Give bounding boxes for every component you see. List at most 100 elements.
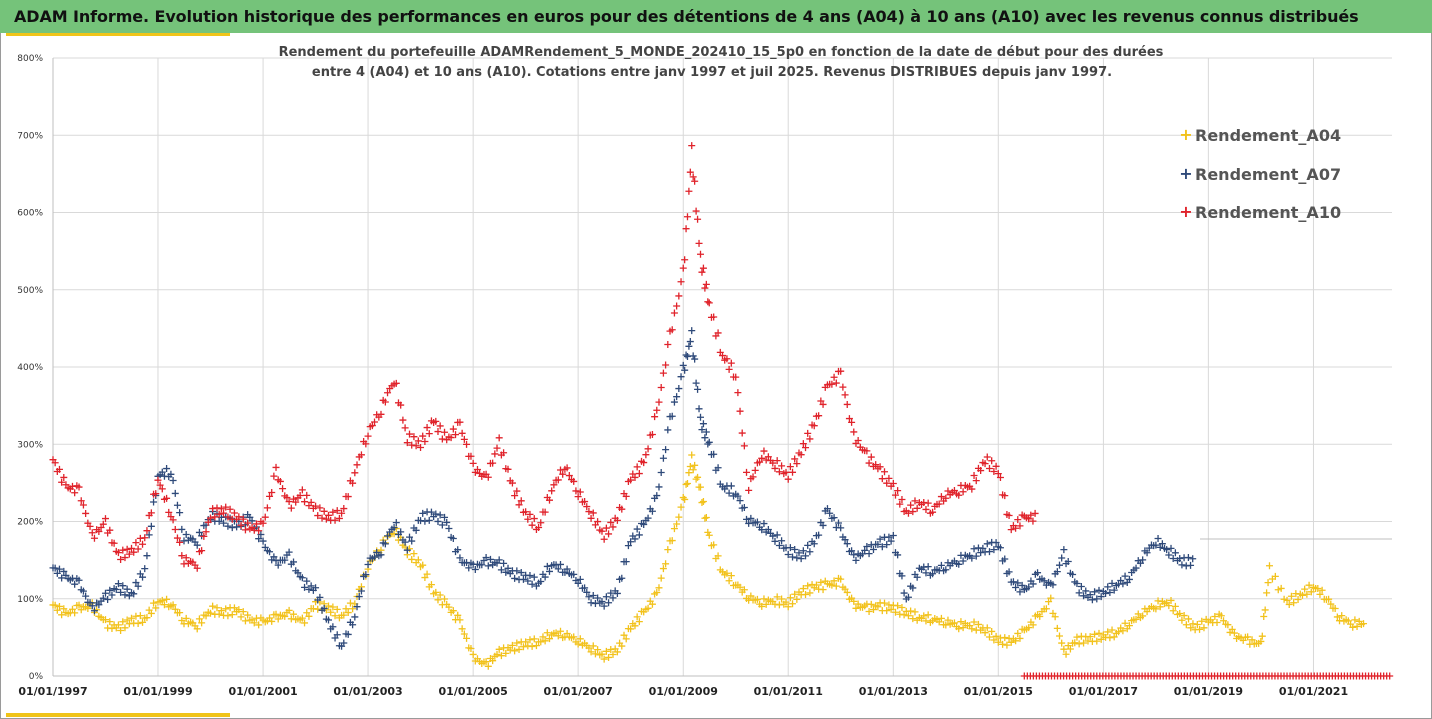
- legend-label-a10: Rendement_A10: [1195, 203, 1341, 222]
- point-rendement-a07: [427, 508, 435, 516]
- point-rendement-a07: [673, 393, 681, 401]
- point-rendement-a10: [198, 547, 206, 555]
- point-rendement-a10: [329, 508, 337, 516]
- point-rendement-a04: [887, 605, 895, 613]
- point-rendement-a10: [119, 546, 127, 554]
- point-rendement-a04: [1080, 639, 1088, 647]
- point-rendement-a07: [1086, 591, 1094, 599]
- point-rendement-a04: [134, 619, 142, 627]
- point-rendement-a04: [817, 578, 825, 586]
- point-rendement-a04: [502, 649, 510, 657]
- point-rendement-a04: [992, 632, 1000, 640]
- point-rendement-a07: [112, 585, 120, 593]
- point-rendement-a10: [134, 545, 142, 553]
- point-rendement-a10: [272, 463, 280, 471]
- point-rendement-a10: [493, 444, 501, 452]
- point-rendement-a10: [682, 225, 690, 233]
- chart-title-line-1: Rendement du portefeuille ADAMRendement_…: [279, 45, 1164, 60]
- point-rendement-a10: [495, 434, 503, 442]
- point-rendement-a07: [182, 530, 190, 538]
- point-rendement-a10: [425, 430, 433, 438]
- legend-marker-a04: +: [1179, 125, 1192, 144]
- point-rendement-a04: [1007, 638, 1015, 646]
- point-rendement-a04: [163, 595, 171, 603]
- point-rendement-a10: [314, 512, 322, 520]
- point-rendement-a10: [222, 503, 230, 511]
- point-rendement-a07: [600, 602, 608, 610]
- point-rendement-a04: [1325, 595, 1333, 603]
- point-rendement-a07: [178, 525, 186, 533]
- point-rendement-a10: [920, 498, 928, 506]
- point-rendement-a04: [408, 555, 416, 563]
- point-rendement-a10: [117, 556, 125, 564]
- point-rendement-a07: [53, 569, 61, 577]
- point-rendement-a04: [239, 608, 247, 616]
- point-rendement-a07: [929, 570, 937, 578]
- point-rendement-a04: [150, 599, 158, 607]
- point-rendement-a10: [548, 487, 556, 495]
- point-rendement-a07: [585, 593, 593, 601]
- point-rendement-a10-zero: [1386, 672, 1394, 680]
- point-rendement-a07: [689, 352, 697, 360]
- point-rendement-a04: [1285, 600, 1293, 608]
- point-rendement-a10: [101, 515, 109, 523]
- point-rendement-a04: [1182, 621, 1190, 629]
- point-rendement-a04: [622, 635, 630, 643]
- point-rendement-a04: [620, 631, 628, 639]
- point-rendement-a04: [1198, 617, 1206, 625]
- point-rendement-a04: [327, 608, 335, 616]
- point-rendement-a07: [88, 602, 96, 610]
- point-rendement-a10: [937, 493, 945, 501]
- point-rendement-a10: [600, 535, 608, 543]
- point-rendement-a10: [705, 299, 713, 307]
- point-rendement-a04: [202, 612, 210, 620]
- point-rendement-a10: [863, 447, 871, 455]
- point-rendement-a10: [876, 463, 884, 471]
- point-rendement-a04: [272, 610, 280, 618]
- point-rendement-a10: [491, 450, 499, 458]
- point-rendement-a10: [224, 513, 232, 521]
- point-rendement-a10: [169, 516, 177, 524]
- point-rendement-a04: [484, 662, 492, 670]
- point-rendement-a07: [909, 584, 917, 592]
- point-rendement-a10: [99, 520, 107, 528]
- point-rendement-a04: [883, 607, 891, 615]
- point-rendement-a04: [1196, 625, 1204, 633]
- point-rendement-a07: [644, 514, 652, 522]
- point-rendement-a10: [819, 400, 827, 408]
- point-rendement-a07: [607, 589, 615, 597]
- point-rendement-a07: [922, 569, 930, 577]
- point-rendement-a04: [911, 608, 919, 616]
- point-rendement-a04: [515, 645, 523, 653]
- point-rendement-a04: [314, 605, 322, 613]
- point-rendement-a10: [287, 504, 295, 512]
- point-rendement-a04: [1108, 626, 1116, 634]
- point-rendement-a04: [195, 615, 203, 623]
- point-rendement-a07: [108, 591, 116, 599]
- point-rendement-a10: [152, 490, 160, 498]
- point-rendement-a04: [694, 473, 702, 481]
- point-rendement-a04: [1110, 633, 1118, 641]
- point-rendement-a04: [1132, 615, 1140, 623]
- point-rendement-a10: [602, 524, 610, 532]
- point-rendement-a07: [996, 544, 1004, 552]
- point-rendement-a10: [996, 473, 1004, 481]
- point-rendement-a07: [1125, 575, 1133, 583]
- point-rendement-a04: [75, 601, 83, 609]
- point-rendement-a04: [613, 648, 621, 656]
- point-rendement-a04: [762, 600, 770, 608]
- point-rendement-a10: [303, 491, 311, 499]
- point-rendement-a07: [764, 526, 772, 534]
- point-rendement-a07: [685, 342, 693, 350]
- point-rendement-a04: [644, 604, 652, 612]
- point-rendement-a04: [434, 596, 442, 604]
- point-rendement-a10: [489, 459, 497, 467]
- point-rendement-a04: [1303, 590, 1311, 598]
- point-rendement-a07: [576, 575, 584, 583]
- point-rendement-a04: [1271, 572, 1279, 580]
- point-rendement-a10: [504, 465, 512, 473]
- point-rendement-a04: [274, 615, 282, 623]
- point-rendement-a10: [896, 500, 904, 508]
- point-rendement-a10: [883, 479, 891, 487]
- point-rendement-a10: [550, 481, 558, 489]
